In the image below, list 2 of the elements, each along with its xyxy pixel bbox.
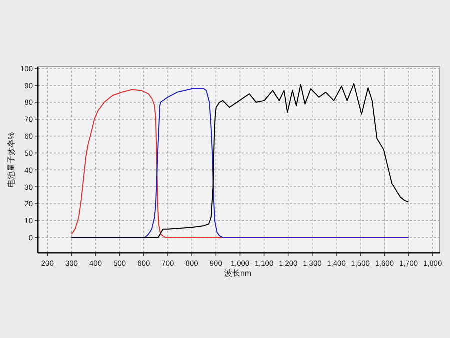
y-axis-title: 电池量子效率% [7, 132, 16, 188]
x-axis-title: 波长nm [224, 269, 252, 278]
